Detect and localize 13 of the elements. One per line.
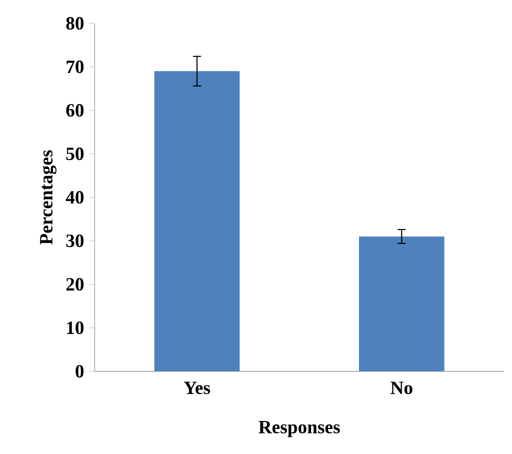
x-tick-label: Yes — [184, 382, 210, 394]
y-tick-label: 70 — [66, 60, 84, 74]
y-axis-title: Percentages — [40, 150, 56, 245]
y-tick-label: 20 — [66, 278, 84, 291]
x-tick-label: No — [390, 382, 412, 394]
y-tick-label: 60 — [66, 104, 84, 117]
x-axis-title: Responses — [258, 420, 340, 438]
y-tick-label: 30 — [66, 234, 84, 248]
y-tick-label: 40 — [66, 191, 84, 204]
y-tick-label: 10 — [67, 322, 84, 334]
y-tick-label: 0 — [76, 365, 84, 378]
y-tick-label: 50 — [66, 148, 84, 160]
y-tick-label: 80 — [66, 17, 84, 30]
